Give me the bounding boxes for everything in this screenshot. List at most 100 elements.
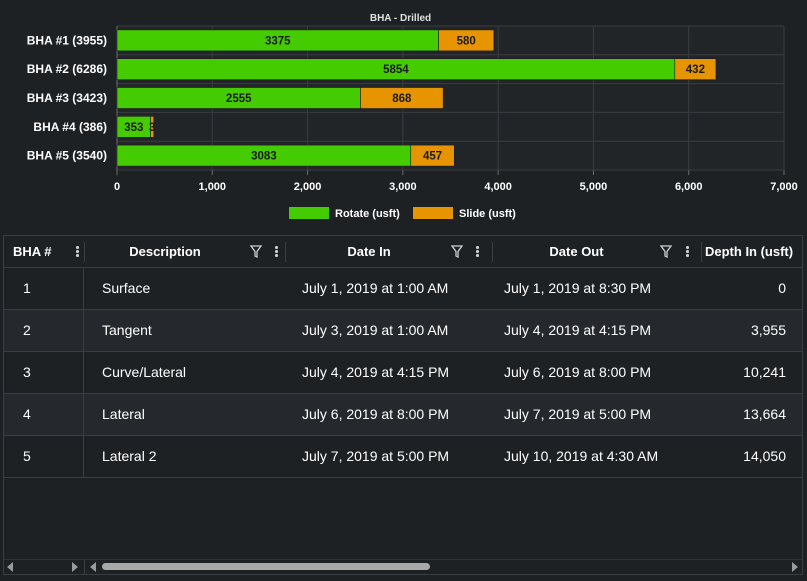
bar-slide xyxy=(150,116,155,138)
data-label: 2555 xyxy=(226,93,252,105)
x-tick-label: 4,000 xyxy=(484,181,512,193)
legend-label-slide: Slide (usft) xyxy=(459,208,516,220)
table-row[interactable]: 2 Tangent July 3, 2019 at 1:00 AM July 4, 2… xyxy=(4,310,802,352)
category-label: BHA #1 (3955) xyxy=(27,33,107,47)
column-divider xyxy=(83,352,84,393)
cell-date-in[interactable]: July 4, 2019 at 4:15 PM xyxy=(302,364,450,380)
header-depth-in[interactable]: Depth In (usft) xyxy=(702,236,802,268)
chart-svg: BHA - Drilled 0 1,000 2,000 3,000 4,000 5,000 6… xyxy=(27,13,798,220)
data-label: 457 xyxy=(423,151,442,163)
category-label: BHA #2 (6286) xyxy=(27,62,107,76)
scroll-right-icon[interactable] xyxy=(792,562,798,572)
header-description-label: Description xyxy=(129,244,201,259)
cell-depth-in[interactable]: 14,050 xyxy=(743,448,786,464)
legend-swatch-rotate xyxy=(289,207,329,219)
data-label: 3 xyxy=(149,122,155,134)
x-tick-label: 7,000 xyxy=(770,181,798,193)
column-separator[interactable] xyxy=(492,242,493,262)
cell-depth-in[interactable]: 13,664 xyxy=(743,406,786,422)
scroll-left-icon[interactable] xyxy=(7,562,13,572)
date-in-column-menu-icon[interactable] xyxy=(472,236,482,268)
header-date-out-label: Date Out xyxy=(549,244,604,259)
header-date-out[interactable]: Date Out xyxy=(493,236,700,268)
cell-description[interactable]: Curve/Lateral xyxy=(102,364,187,380)
chart-title: BHA - Drilled xyxy=(370,13,431,24)
data-label: 3083 xyxy=(251,151,277,163)
x-tick-label: 2,000 xyxy=(294,181,322,193)
header-date-in[interactable]: Date In xyxy=(286,236,492,268)
scrollbar-divider xyxy=(84,560,85,574)
category-label: BHA #3 (3423) xyxy=(27,91,107,105)
table-row[interactable]: 1 Surface July 1, 2019 at 1:00 AM July 1, 2… xyxy=(4,268,802,310)
data-label: 3375 xyxy=(265,35,291,47)
cell-date-out[interactable]: July 4, 2019 at 4:15 PM xyxy=(504,322,652,338)
bha-grid: BHA # Description Date In Date Out Depth… xyxy=(3,235,803,575)
column-divider xyxy=(83,268,84,309)
header-bha-label: BHA # xyxy=(13,244,52,259)
scrollbar-thumb[interactable] xyxy=(102,563,430,570)
bar-slide xyxy=(410,144,455,167)
cell-date-in[interactable]: July 3, 2019 at 1:00 AM xyxy=(302,322,449,338)
header-description[interactable]: Description xyxy=(85,236,285,268)
column-separator[interactable] xyxy=(701,242,702,262)
cell-date-out[interactable]: July 6, 2019 at 8:00 PM xyxy=(504,364,652,380)
date-out-filter-icon[interactable] xyxy=(660,245,672,259)
data-label: 432 xyxy=(686,64,705,76)
bar-slide xyxy=(360,87,444,109)
x-tick-label: 5,000 xyxy=(580,181,608,193)
legend-label-rotate: Rotate (usft) xyxy=(335,208,400,220)
cell-depth-in[interactable]: 0 xyxy=(778,280,786,296)
bha-column-menu-icon[interactable] xyxy=(72,236,82,268)
cell-bha[interactable]: 5 xyxy=(23,448,31,464)
cell-date-in[interactable]: July 6, 2019 at 8:00 PM xyxy=(302,406,450,422)
cell-description[interactable]: Lateral xyxy=(102,406,145,422)
table-row[interactable]: 4 Lateral July 6, 2019 at 8:00 PM July 7, 2… xyxy=(4,394,802,436)
bar-slide xyxy=(674,58,717,81)
x-tick-label: 1,000 xyxy=(199,181,227,193)
cell-depth-in[interactable]: 3,955 xyxy=(750,322,786,338)
horizontal-scrollbar[interactable] xyxy=(4,559,802,574)
description-filter-icon[interactable] xyxy=(250,245,262,259)
cell-description[interactable]: Lateral 2 xyxy=(102,448,157,464)
header-date-in-label: Date In xyxy=(347,244,391,259)
data-label: 353 xyxy=(124,122,143,134)
table-row[interactable]: 3 Curve/Lateral July 4, 2019 at 4:15 PM Jul… xyxy=(4,352,802,394)
cell-bha[interactable]: 1 xyxy=(23,280,31,296)
cell-bha[interactable]: 2 xyxy=(23,322,31,338)
category-label: BHA #4 (386) xyxy=(33,120,107,134)
x-tick-label: 6,000 xyxy=(675,181,703,193)
cell-bha[interactable]: 4 xyxy=(23,406,31,422)
cell-bha[interactable]: 3 xyxy=(23,364,31,380)
cell-depth-in[interactable]: 10,241 xyxy=(743,364,786,380)
column-separator[interactable] xyxy=(84,242,85,262)
description-column-menu-icon[interactable] xyxy=(271,236,281,268)
data-label: 868 xyxy=(392,93,412,105)
scroll-right-icon[interactable] xyxy=(72,562,78,572)
data-label: 5854 xyxy=(383,64,409,76)
cell-date-out[interactable]: July 7, 2019 at 5:00 PM xyxy=(504,406,652,422)
bha-drilled-chart: BHA - Drilled 0 1,000 2,000 3,000 4,000 5,000 6… xyxy=(0,0,807,232)
header-bha[interactable]: BHA # xyxy=(4,236,84,268)
scroll-left-icon[interactable] xyxy=(90,562,96,572)
column-divider xyxy=(83,310,84,351)
cell-description[interactable]: Surface xyxy=(102,280,151,296)
date-in-filter-icon[interactable] xyxy=(451,245,463,259)
bar-slide xyxy=(438,29,495,52)
table-row[interactable]: 5 Lateral 2 July 7, 2019 at 5:00 PM July 10… xyxy=(4,436,802,478)
column-divider xyxy=(83,394,84,435)
cell-date-out[interactable]: July 1, 2019 at 8:30 PM xyxy=(504,280,652,296)
header-depth-in-label: Depth In (usft) xyxy=(705,244,794,259)
cell-date-in[interactable]: July 1, 2019 at 1:00 AM xyxy=(302,280,449,296)
data-label: 580 xyxy=(457,35,476,47)
grid-header: BHA # Description Date In Date Out Depth… xyxy=(4,236,802,268)
legend-swatch-slide xyxy=(413,207,453,219)
column-separator[interactable] xyxy=(285,242,286,262)
x-tick-label: 0 xyxy=(114,181,120,193)
column-divider xyxy=(83,436,84,477)
x-tick-label: 3,000 xyxy=(389,181,417,193)
cell-date-out[interactable]: July 10, 2019 at 4:30 AM xyxy=(504,448,659,464)
cell-description[interactable]: Tangent xyxy=(102,322,152,338)
date-out-column-menu-icon[interactable] xyxy=(682,236,692,268)
category-label: BHA #5 (3540) xyxy=(27,149,107,163)
cell-date-in[interactable]: July 7, 2019 at 5:00 PM xyxy=(302,448,450,464)
